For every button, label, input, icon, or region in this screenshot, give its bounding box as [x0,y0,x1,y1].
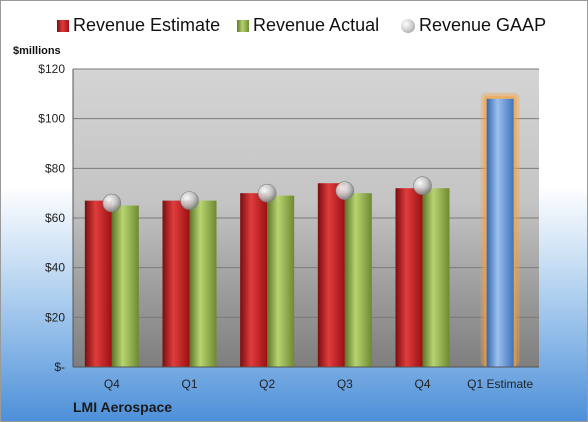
marker-revenue-gaap [180,191,199,210]
bar-revenue-estimate [317,183,345,367]
marker-revenue-gaap [413,176,432,196]
marker-revenue-gaap [257,183,277,203]
bar-revenue-actual [422,188,450,367]
bar-revenue-estimate [240,193,268,367]
bar-revenue-actual [267,195,295,367]
x-tick-label: Q3 [337,377,353,391]
y-tick-label: $20 [45,310,65,324]
bar-revenue-estimate [395,188,423,367]
y-tick-label: $40 [45,261,65,275]
y-tick-label: $- [54,360,65,374]
x-tick-label: Q1 [181,377,197,391]
legend-swatch-gaap [401,18,415,33]
legend-label-actual: Revenue Actual [253,15,380,35]
y-tick-label: $100 [38,112,65,126]
y-tick-label: $60 [45,211,65,225]
x-tick-label: Q4 [414,377,430,391]
x-tick-label: Q1 Estimate [467,377,533,391]
legend-label-estimate: Revenue Estimate [73,15,221,35]
x-tick-label: Q4 [104,377,120,391]
y-axis-unit-label: $millions [13,45,61,57]
bar-revenue-estimate [84,200,112,367]
y-tick-label: $120 [38,62,65,76]
legend-item-revenue-gaap: Revenue GAAP [401,15,546,36]
legend-swatch-estimate [57,19,69,32]
legend-swatch-actual [237,19,249,32]
bar-forecast [486,98,514,368]
bar-revenue-actual [111,205,139,367]
y-tick-label: $80 [45,161,65,175]
legend-label-gaap: Revenue GAAP [419,15,547,35]
legend-item-revenue-estimate: Revenue Estimate [57,15,220,36]
bar-revenue-actual [344,193,372,367]
marker-revenue-gaap [102,193,122,213]
bar-revenue-estimate [162,200,190,367]
legend: Revenue Estimate Revenue Actual Revenue … [1,15,587,43]
x-tick-label: Q2 [259,377,275,391]
bar-revenue-actual [189,200,217,367]
legend-item-revenue-actual: Revenue Actual [237,15,379,36]
marker-revenue-gaap [335,181,355,200]
company-name: LMI Aerospace [73,399,173,415]
